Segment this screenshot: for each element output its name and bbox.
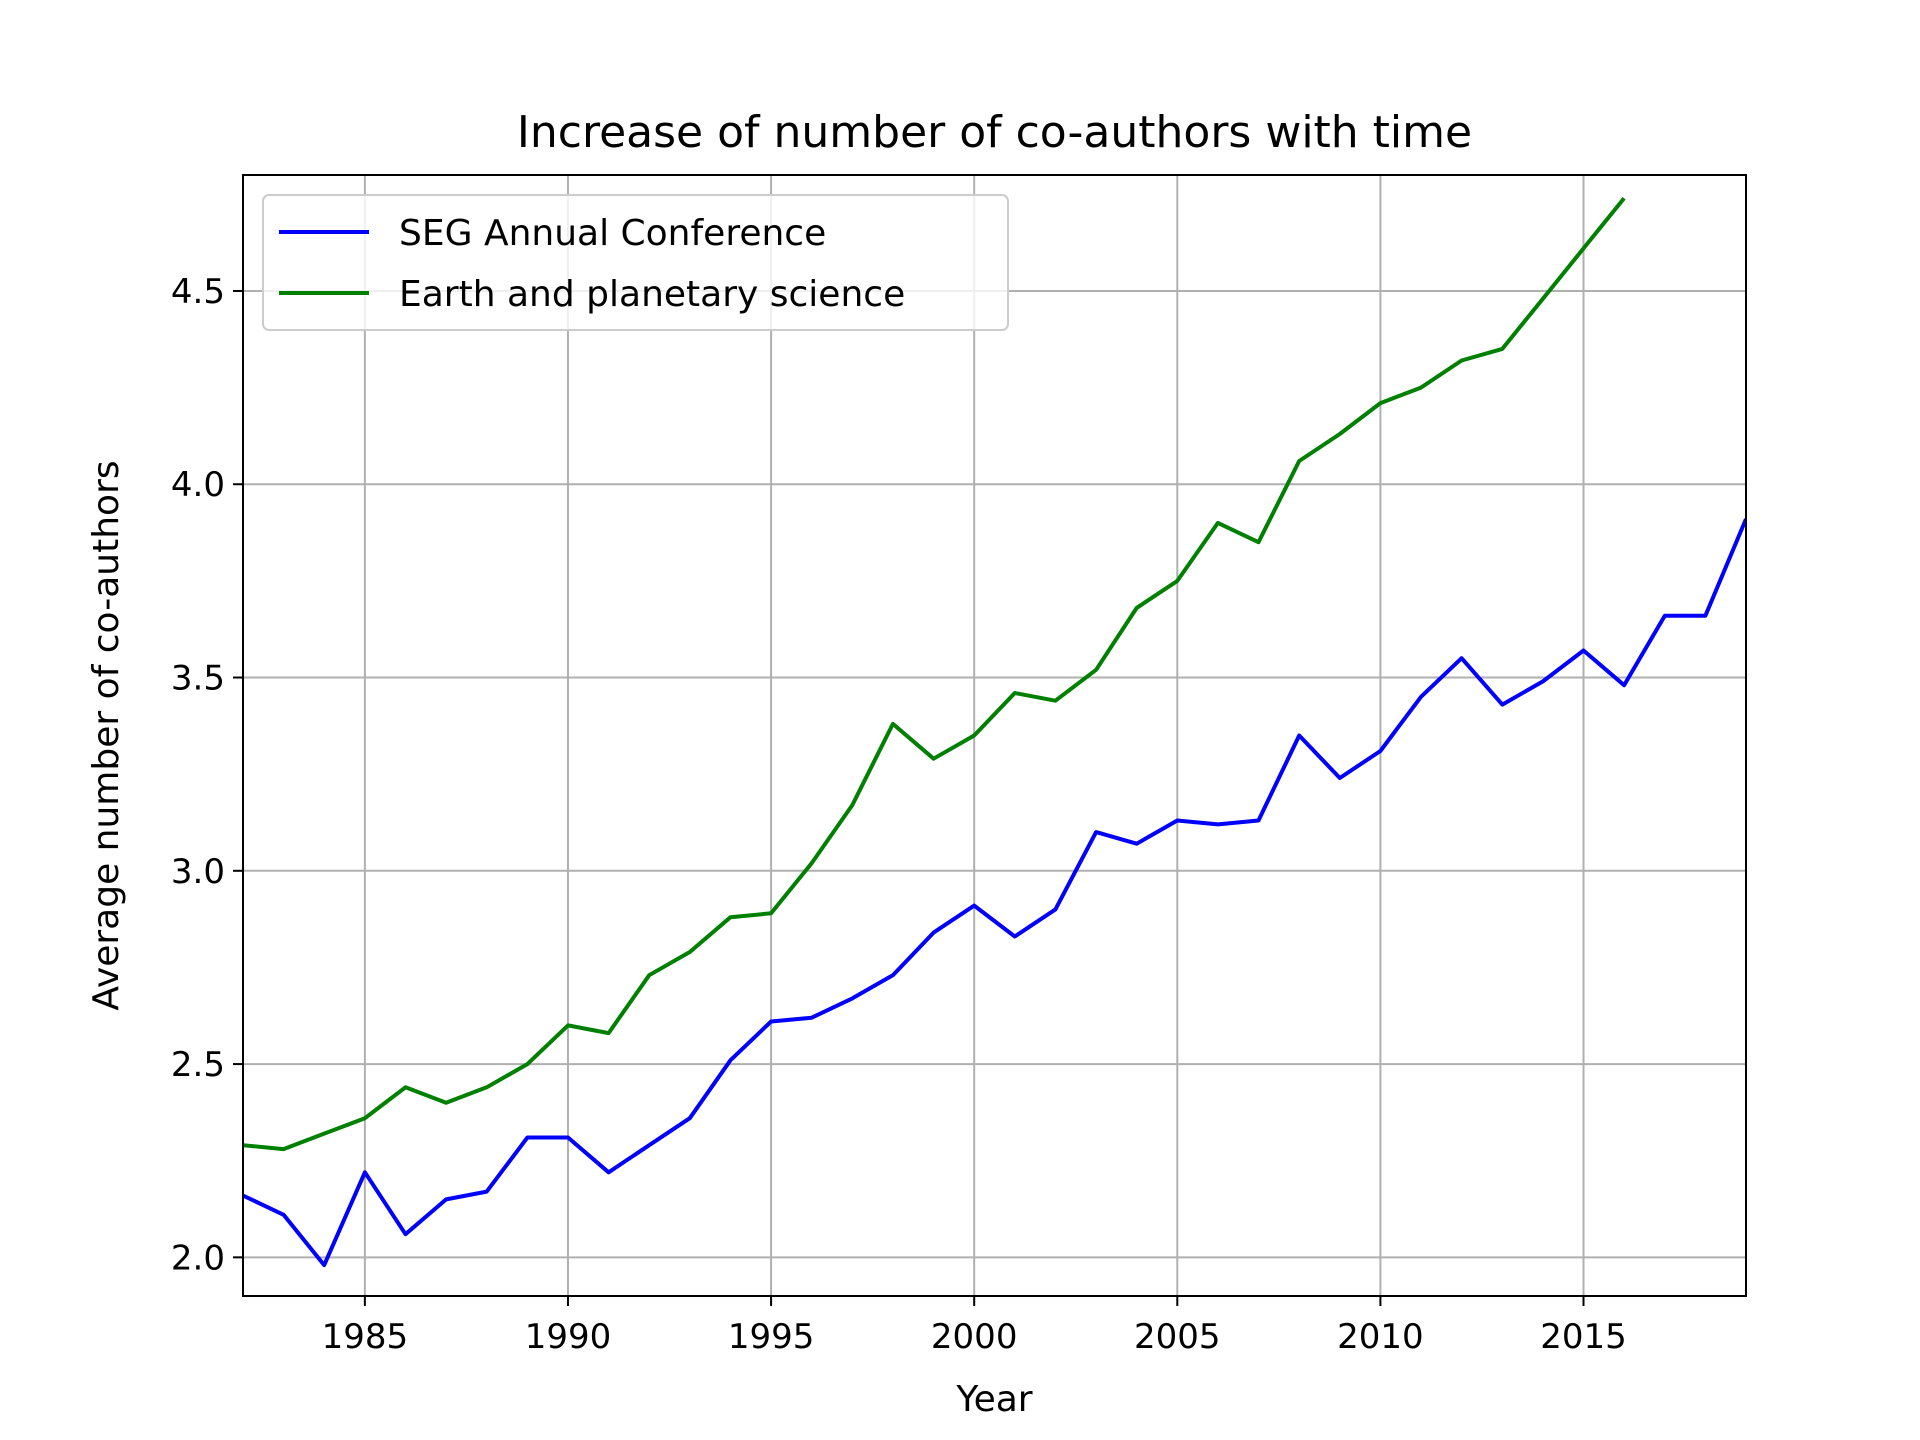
series-line-1 [243, 518, 1746, 1268]
x-tick-label: 2000 [931, 1317, 1018, 1357]
y-axis-title: Average number of co-authors [86, 460, 127, 1010]
chart-title: Increase of number of co-authors with ti… [517, 107, 1472, 158]
x-axis-title: Year [955, 1379, 1032, 1420]
legend-label: SEG Annual Conference [399, 213, 826, 254]
x-tick-label: 2015 [1540, 1317, 1627, 1357]
grid-lines [243, 175, 1746, 1296]
axis-ticks: 1985 1990 1995 2000 2005 2010 2015 2.0 2.5 3.0 3.5… [171, 272, 1627, 1357]
legend-label: Earth and planetary science [399, 274, 905, 315]
x-tick-label: 2005 [1134, 1317, 1221, 1357]
series-line-2 [243, 196, 1626, 1152]
series-lines [243, 196, 1746, 1268]
legend-box [262, 194, 1009, 331]
y-tick-label: 4.0 [171, 465, 225, 505]
y-tick-label: 3.0 [171, 852, 225, 892]
y-tick-label: 2.5 [171, 1045, 225, 1085]
x-tick-label: 2010 [1337, 1317, 1424, 1357]
x-tick-label: 1985 [322, 1317, 409, 1357]
legend: SEG Annual Conference Earth and planetary… [262, 194, 1009, 331]
y-tick-label: 3.5 [171, 659, 225, 699]
y-tick-label: 4.5 [171, 272, 225, 312]
y-tick-label: 2.0 [171, 1238, 225, 1278]
x-tick-label: 1990 [525, 1317, 612, 1357]
x-tick-label: 1995 [728, 1317, 815, 1357]
plot-area-frame [242, 174, 1747, 1297]
